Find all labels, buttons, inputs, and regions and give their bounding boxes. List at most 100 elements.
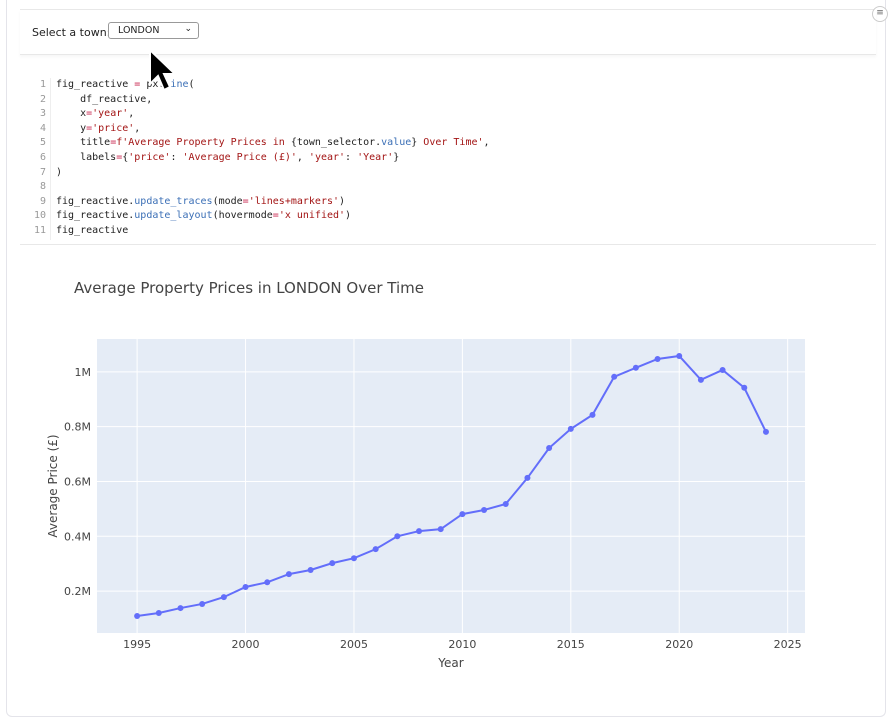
code-token: (hovermode	[212, 210, 273, 222]
x-tick-label: 2005	[340, 638, 368, 651]
line-number: 7	[39, 166, 46, 178]
code-token: {	[122, 152, 129, 163]
notebook-frame	[6, 0, 886, 717]
data-point	[719, 366, 726, 373]
code-token: fig_reactive	[56, 79, 135, 90]
code-token: =	[86, 122, 93, 134]
code-token: (mode	[212, 195, 243, 207]
data-point	[676, 352, 683, 359]
code-token: fig_reactive	[56, 225, 129, 236]
line-chart[interactable]: 0.2M 0.4M 0.6M 0.8M 1M 1995 2000 2005 2010 2015 20…	[20, 245, 876, 715]
code-token: :	[170, 152, 183, 163]
line-number: 9	[39, 195, 46, 207]
code-token: 'x unified'	[278, 210, 346, 222]
code-token: =	[86, 108, 93, 120]
code-token: ,	[296, 152, 309, 163]
data-point	[741, 384, 748, 391]
code-line: x='year',	[56, 107, 134, 122]
data-point	[264, 579, 271, 586]
code-line: df_reactive,	[56, 93, 152, 108]
code-token: Over Time'	[417, 137, 484, 149]
code-token: fig_reactive.	[56, 210, 135, 222]
x-tick-label: 2025	[774, 638, 802, 651]
code-token: }	[411, 137, 418, 149]
mouse-cursor-icon	[149, 48, 178, 92]
data-point	[437, 526, 444, 533]
code-token: =	[272, 210, 279, 222]
data-point	[134, 613, 141, 620]
data-point	[654, 356, 661, 363]
code-token: f'Average Property Prices in	[116, 137, 291, 149]
data-point	[242, 583, 249, 590]
data-point	[567, 425, 574, 432]
gutter	[50, 78, 51, 240]
code-token: update_layout	[134, 210, 213, 222]
x-axis-label: Year	[437, 656, 463, 670]
data-point	[481, 506, 488, 513]
code-token: update_traces	[134, 195, 213, 207]
code-token: )	[339, 195, 346, 207]
plot-background	[97, 339, 805, 633]
code-token: ,	[128, 108, 135, 120]
output-area: 0.2M 0.4M 0.6M 0.8M 1M 1995 2000 2005 2010 2015 20…	[20, 244, 876, 715]
data-point	[546, 445, 553, 452]
x-tick-label: 2020	[665, 638, 693, 651]
code-token: 'price'	[92, 122, 135, 134]
code-token: ,	[134, 122, 141, 134]
code-line: fig_reactive	[56, 224, 128, 239]
cell-menu-icon[interactable]: ≡	[872, 6, 888, 22]
code-token: =	[116, 152, 123, 163]
code-token: px.	[140, 79, 165, 90]
code-token: )	[345, 210, 352, 222]
chart-title: Average Property Prices in LONDON Over T…	[74, 279, 424, 297]
code-token: labels	[56, 152, 117, 163]
code-token: {town_selector.	[290, 137, 382, 149]
code-editor[interactable]: 1 fig_reactive = px.line(2 df_reactive, 3 …	[28, 78, 878, 240]
y-tick-label: 0.6M	[64, 475, 91, 488]
line-number: 1	[39, 79, 46, 90]
x-tick-label: 2010	[448, 638, 476, 651]
widget-cell: Select a town: LONDON ⌄	[20, 10, 876, 55]
data-point	[155, 609, 162, 616]
data-point	[697, 376, 704, 383]
code-token: 'year'	[308, 152, 346, 163]
town-select-label: Select a town:	[32, 26, 111, 39]
data-point	[307, 566, 314, 573]
x-tick-label: 1995	[123, 638, 151, 651]
line-number: 11	[33, 225, 46, 236]
code-token: 'Average Price (£)'	[182, 152, 297, 163]
data-point	[762, 428, 769, 435]
data-point	[632, 364, 639, 371]
code-token: 'year'	[92, 108, 129, 120]
town-select[interactable]: LONDON ⌄	[108, 22, 199, 39]
line-number: 10	[33, 210, 46, 222]
divider	[20, 9, 876, 10]
data-point	[372, 546, 379, 553]
y-tick-label: 1M	[75, 366, 92, 379]
code-token: =	[242, 195, 249, 207]
code-token: title	[56, 137, 111, 149]
code-token: =	[110, 137, 117, 149]
x-tick-label: 2015	[557, 638, 585, 651]
data-point	[502, 500, 509, 507]
code-line: fig_reactive.update_layout(hovermode='x …	[56, 209, 351, 224]
code-token: value	[381, 137, 412, 149]
code-token: df_reactive,	[56, 93, 153, 105]
chevron-down-icon: ⌄	[184, 24, 192, 34]
data-point	[416, 528, 423, 535]
code-line: fig_reactive = px.line(	[56, 78, 195, 93]
town-select-value: LONDON	[118, 25, 160, 36]
line-number: 4	[39, 122, 46, 134]
line-number: 5	[39, 137, 46, 149]
data-point	[611, 373, 618, 380]
data-point	[285, 571, 292, 578]
line-number: 3	[39, 108, 46, 120]
data-point	[524, 474, 531, 481]
data-point	[350, 555, 357, 562]
code-token: (	[188, 79, 195, 90]
line-number: 2	[39, 93, 46, 105]
code-token: =	[134, 79, 141, 90]
code-token: fig_reactive.	[56, 195, 135, 207]
data-point	[459, 511, 466, 518]
data-point	[589, 411, 596, 418]
